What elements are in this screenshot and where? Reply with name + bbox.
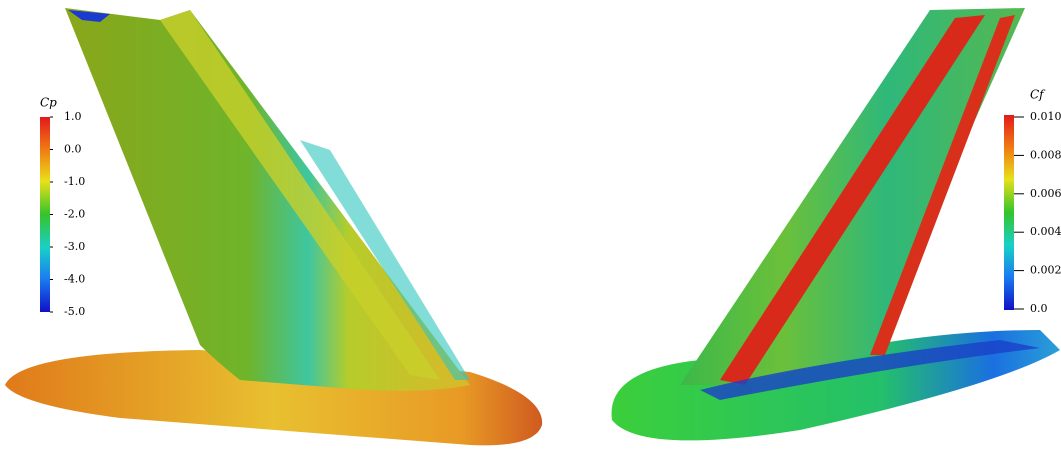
colorbar-ticks: 1.0 0.0 -1.0 -2.0 -3.0 -4.0 -5.0 — [50, 110, 85, 318]
fin-stripe — [870, 15, 1015, 355]
colorbar-label: 1.0 — [64, 110, 82, 123]
fin-stripe — [720, 15, 985, 385]
colorbar-label: 0.0 — [64, 143, 82, 156]
fin-rudder — [160, 10, 440, 380]
colorbar-label: -5.0 — [64, 305, 85, 318]
colorbar-title: Cp — [40, 96, 57, 110]
junction-low — [700, 340, 1040, 400]
colorbar-title: Cf — [1030, 88, 1046, 102]
colorbar-label: 0.008 — [1030, 148, 1061, 161]
colorbar-label: -2.0 — [64, 208, 85, 221]
colorbar-label: -1.0 — [64, 175, 85, 188]
colorbar-label: 0.010 — [1030, 110, 1061, 123]
colorbar-label: 0.002 — [1030, 264, 1061, 277]
colorbar-label: -4.0 — [64, 273, 85, 286]
colorbar — [1004, 115, 1014, 310]
colorbar-label: 0.004 — [1030, 225, 1061, 238]
colorbar-label: 0.006 — [1030, 187, 1061, 200]
colorbar-ticks: 0.010 0.008 0.006 0.004 0.002 0.0 — [1014, 110, 1061, 315]
fin-hinge — [300, 140, 470, 380]
fin — [65, 8, 470, 391]
tip-low — [68, 10, 110, 22]
colorbar — [40, 117, 50, 312]
colorbar-label: -3.0 — [64, 240, 85, 253]
colorbar-label: 0.0 — [1030, 302, 1048, 315]
